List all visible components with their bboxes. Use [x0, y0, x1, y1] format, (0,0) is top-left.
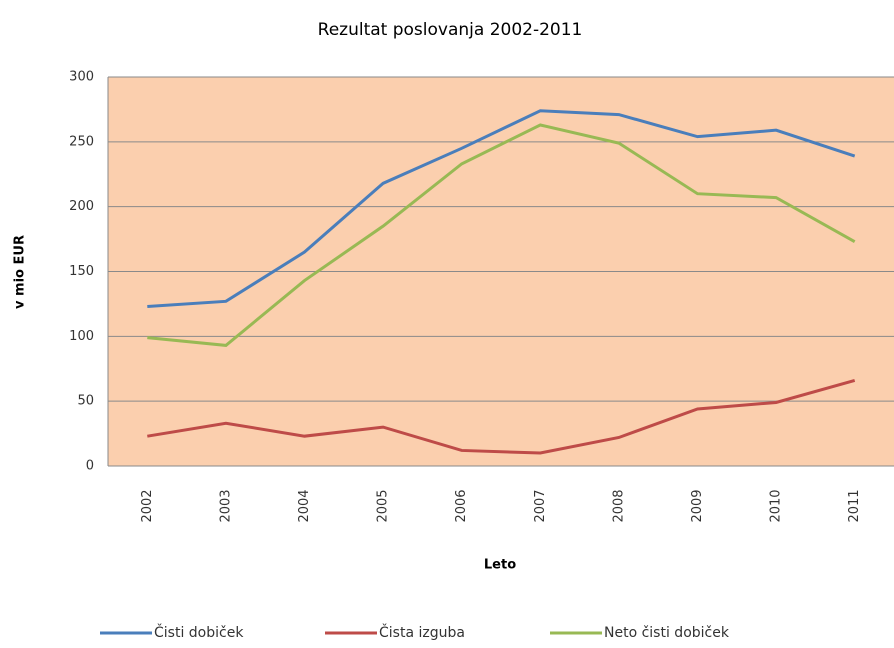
x-axis-label: Leto — [484, 558, 516, 573]
x-tick-label: 2002 — [140, 489, 155, 522]
line — [147, 378, 856, 455]
x-tick-label: 2003 — [218, 489, 233, 522]
x-tick-label: 2008 — [611, 489, 626, 522]
y-tick-label: 50 — [77, 394, 94, 409]
x-tick-label: 2011 — [847, 489, 862, 522]
x-tick-label: 2004 — [297, 489, 312, 522]
x-tick-label: 2005 — [376, 489, 391, 522]
y-tick-label: 150 — [69, 264, 94, 279]
line — [147, 109, 856, 309]
x-tick-label: 2007 — [533, 489, 548, 522]
y-tick-label: 250 — [69, 134, 94, 149]
y-tick-label: 100 — [69, 329, 94, 344]
y-tick-label: 300 — [69, 70, 94, 85]
legend-label: Čista izguba — [379, 623, 465, 641]
x-tick-label: 2009 — [690, 489, 705, 522]
line — [147, 123, 856, 347]
y-axis-label: v mio EUR — [13, 235, 28, 309]
chart-title: Rezultat poslovanja 2002-2011 — [318, 20, 583, 40]
legend-label: Neto čisti dobiček — [604, 625, 730, 641]
x-tick-label: 2010 — [769, 489, 784, 522]
legend-label: Čisti dobiček — [154, 623, 244, 641]
x-tick-label: 2006 — [454, 489, 469, 522]
y-tick-label: 0 — [86, 459, 94, 474]
y-tick-label: 200 — [69, 199, 94, 214]
